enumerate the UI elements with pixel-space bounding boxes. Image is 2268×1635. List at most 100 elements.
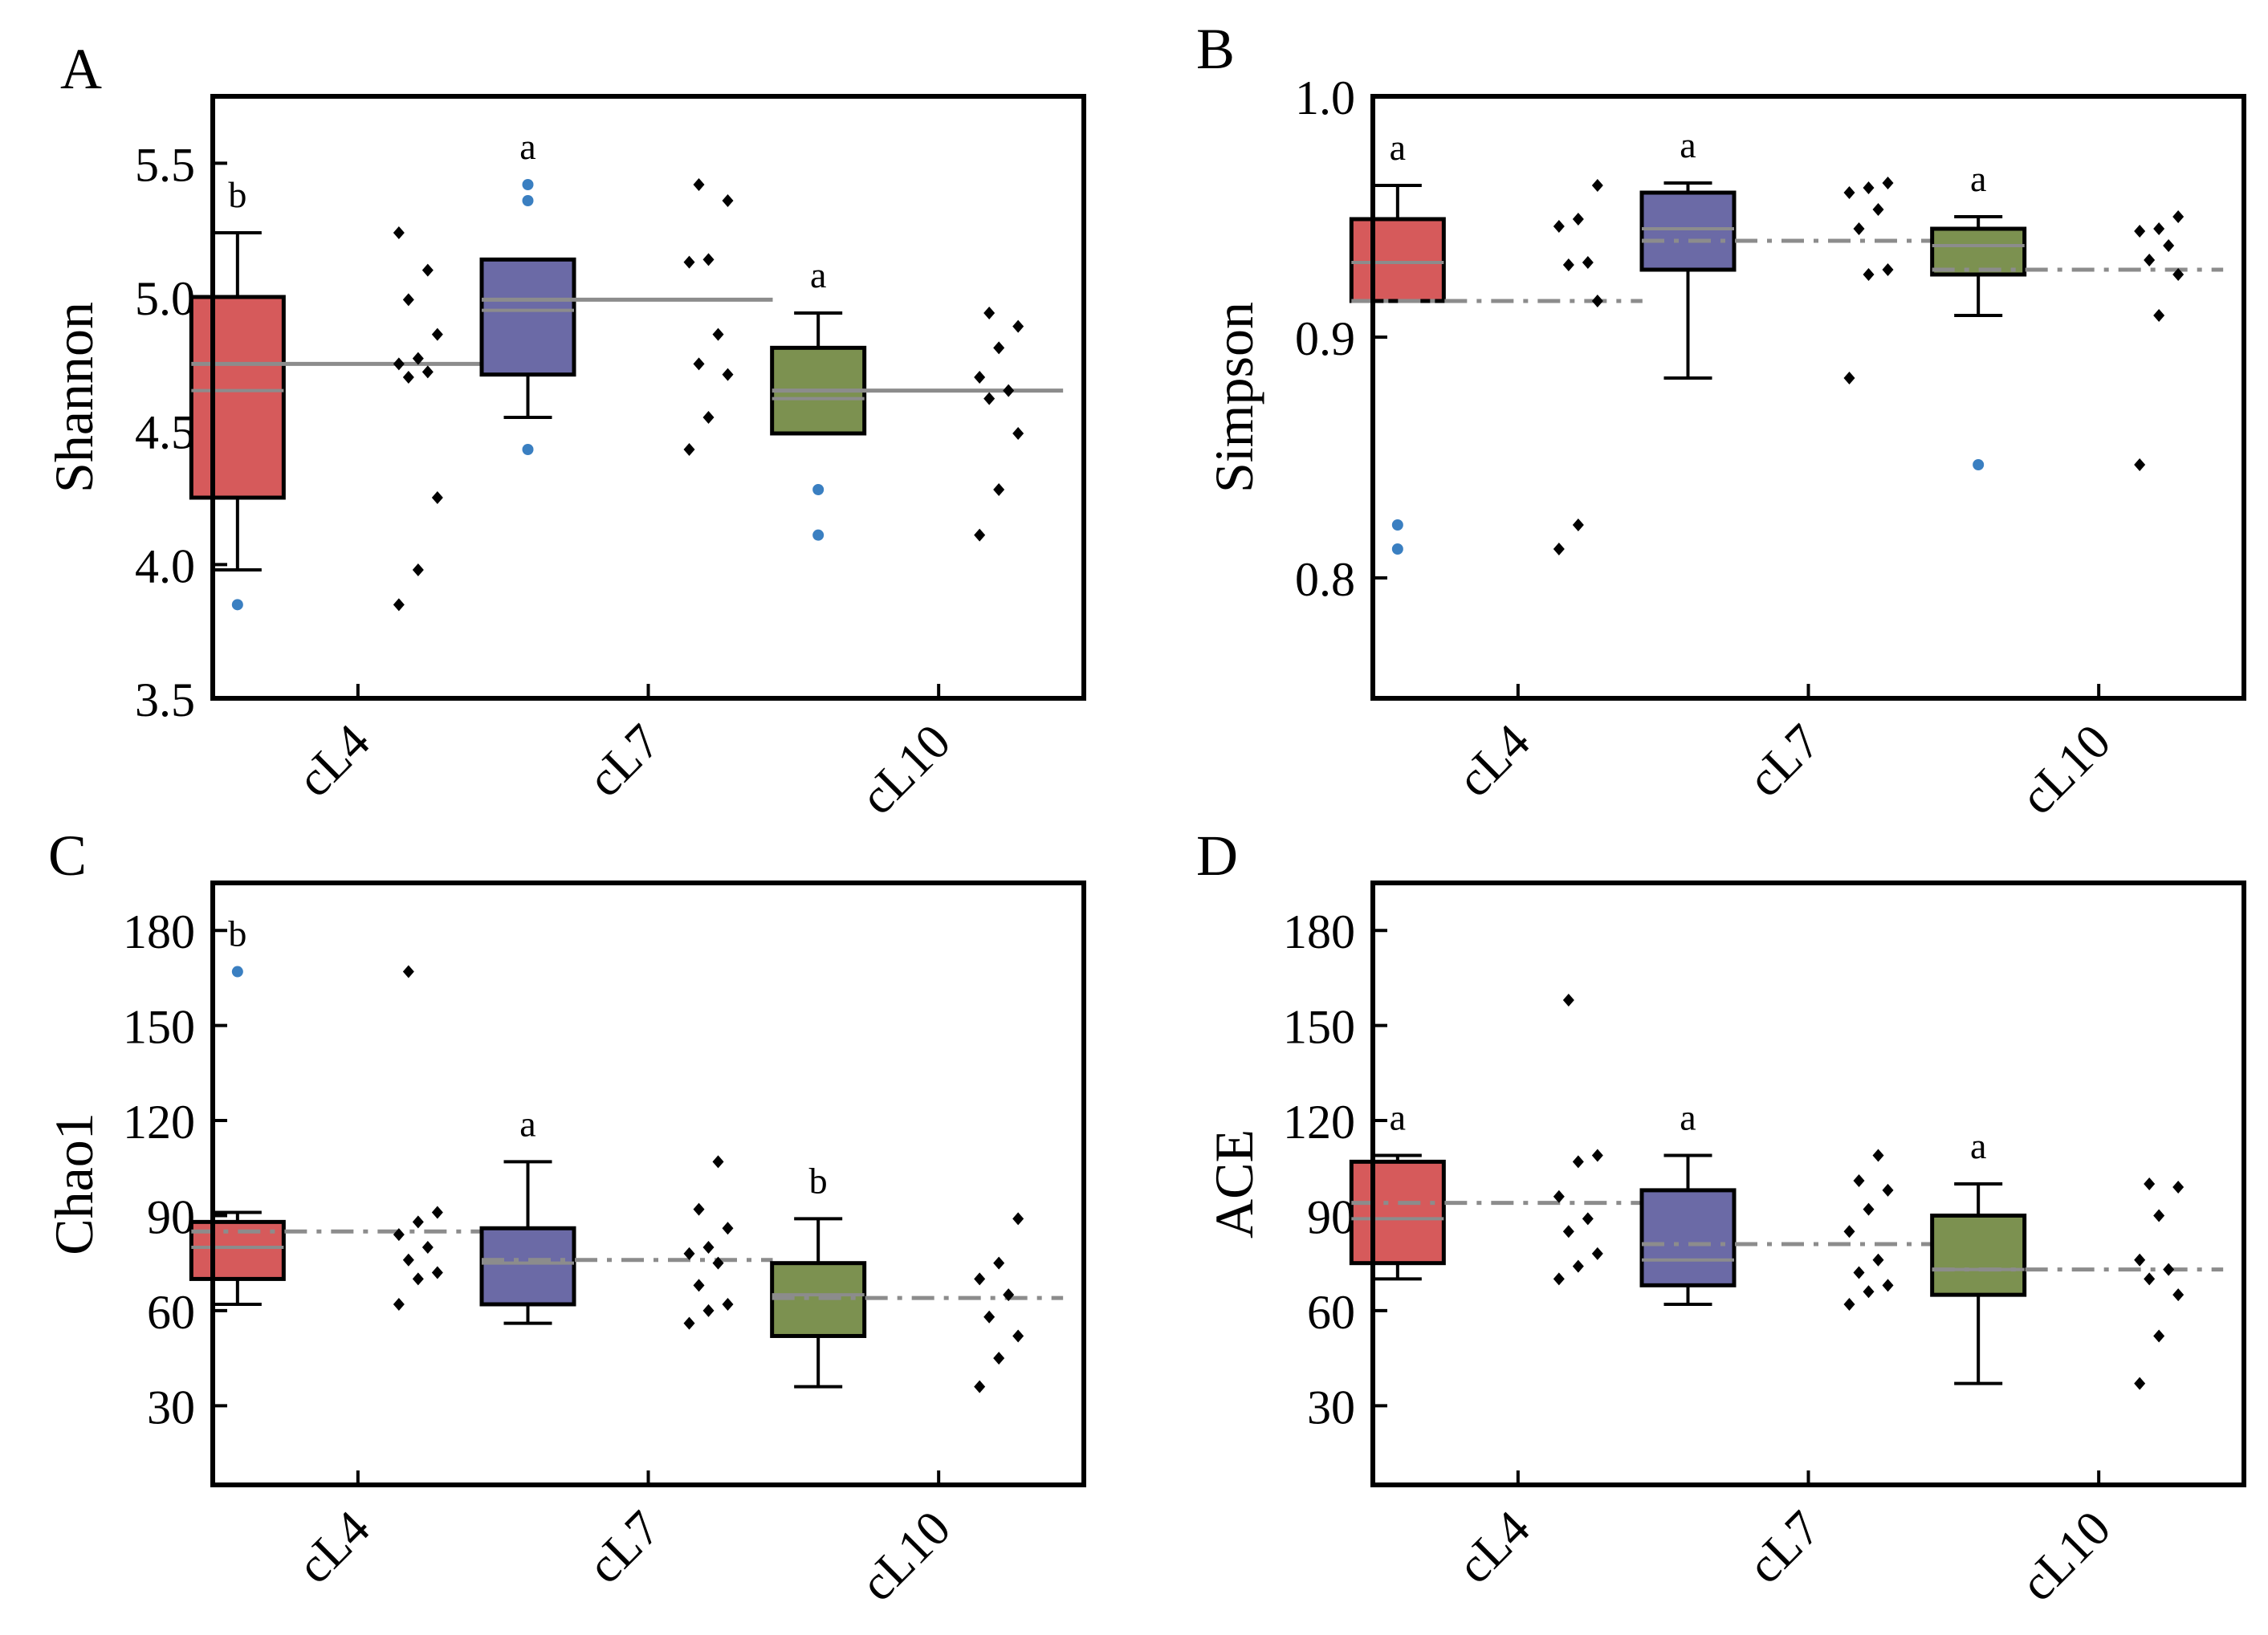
y-tick-label: 30	[147, 1381, 195, 1434]
data-point	[993, 341, 1005, 355]
y-tick-label: 120	[1283, 1096, 1355, 1149]
data-point	[1553, 1190, 1565, 1203]
data-point	[402, 371, 414, 384]
data-point	[722, 368, 734, 381]
box-cL4	[189, 295, 286, 500]
data-point	[1572, 1259, 1584, 1273]
x-tick-label: cL10	[2010, 1501, 2121, 1612]
data-point	[1582, 256, 1594, 269]
data-point	[1843, 186, 1855, 199]
data-point	[421, 365, 434, 379]
data-point	[1572, 519, 1584, 531]
data-point	[1012, 427, 1024, 440]
data-point	[393, 1228, 405, 1242]
x-tick-label: cL4	[1447, 1501, 1540, 1594]
group-cL4: b cL4	[189, 174, 483, 807]
data-point	[702, 411, 715, 424]
y-axis-label: Shannon	[43, 302, 104, 493]
y-tick-label: 4.5	[135, 406, 195, 459]
box-cL10	[1930, 226, 2027, 277]
data-point	[2172, 268, 2185, 281]
group-cL4: a cL4	[1349, 994, 1643, 1594]
y-tick-label: 90	[147, 1190, 195, 1243]
group-cL7: a cL7	[1639, 1096, 1933, 1594]
significance-letter: b	[228, 913, 246, 954]
data-point	[1872, 1149, 1884, 1162]
box-cL7	[479, 257, 576, 377]
group-cL4: b cL4	[189, 913, 483, 1594]
significance-letter: a	[810, 254, 826, 295]
y-tick-label: 0.8	[1295, 553, 1355, 606]
data-point	[974, 528, 986, 542]
y-axis-label: Simpson	[1203, 302, 1264, 493]
data-point	[1553, 1272, 1565, 1286]
data-point	[431, 327, 443, 341]
significance-letter: a	[1680, 124, 1696, 165]
data-point	[1003, 384, 1015, 397]
data-point	[693, 1279, 705, 1292]
outlier-point	[231, 599, 243, 611]
data-point	[1012, 319, 1024, 333]
data-point	[683, 255, 695, 269]
data-point	[1843, 1298, 1855, 1311]
data-point	[693, 357, 705, 371]
data-point	[974, 1380, 986, 1393]
x-tick-label: cL10	[2010, 714, 2121, 825]
box-cL10	[1930, 1213, 2027, 1297]
data-point	[2134, 1253, 2146, 1267]
plot-frame	[210, 94, 1086, 701]
data-point	[393, 357, 405, 371]
x-tick-label: cL7	[1737, 714, 1830, 807]
significance-letter: a	[1390, 127, 1406, 168]
y-tick-label: 5.5	[135, 138, 195, 191]
data-point	[402, 293, 414, 307]
data-point	[2144, 1177, 2156, 1190]
outlier-point	[812, 484, 825, 495]
data-point	[421, 1240, 434, 1254]
y-tick-label: 60	[1307, 1286, 1355, 1339]
data-point	[1012, 1212, 1024, 1226]
y-tick-label: 150	[123, 1001, 195, 1054]
plot-frame	[1370, 94, 2246, 701]
data-point	[2153, 309, 2165, 322]
significance-letter: a	[1680, 1096, 1696, 1137]
data-point	[402, 965, 414, 978]
group-cL7: a cL7	[1639, 124, 1933, 807]
data-point	[431, 1266, 443, 1279]
box-cL7	[1639, 190, 1737, 272]
data-point	[712, 1256, 724, 1270]
data-point	[412, 1272, 424, 1286]
data-point	[693, 178, 705, 191]
data-point	[1863, 1285, 1875, 1299]
x-tick-label: cL7	[577, 714, 670, 807]
outlier-point	[522, 179, 534, 190]
plot-frame	[1370, 881, 2246, 1487]
significance-letter: a	[519, 126, 535, 167]
data-point	[1872, 203, 1884, 216]
panel-letter: C	[48, 824, 87, 888]
data-point	[693, 1202, 705, 1216]
data-point	[702, 253, 715, 266]
box-cL7	[1639, 1188, 1737, 1287]
data-point	[722, 194, 734, 207]
data-point	[1853, 1174, 1865, 1188]
outlier-point	[812, 529, 825, 541]
panel-D: D ACE 30 60 90 120 150 180 a cL4 a cL7 a cL10	[1196, 824, 2246, 1612]
data-point	[2172, 1288, 2185, 1302]
data-point	[712, 1155, 724, 1169]
data-point	[2144, 1272, 2156, 1286]
y-tick-label: 1.0	[1295, 71, 1355, 124]
data-point	[421, 263, 434, 277]
group-cL10: b cL10	[770, 1160, 1064, 1612]
data-point	[2134, 225, 2146, 238]
data-point	[1863, 268, 1875, 281]
outlier-point	[1973, 459, 1985, 470]
y-tick-label: 150	[1283, 1001, 1355, 1054]
data-point	[1591, 295, 1603, 307]
data-point	[1882, 263, 1894, 276]
data-point	[974, 1272, 986, 1286]
outlier-point	[1391, 519, 1403, 531]
y-tick-label: 120	[123, 1096, 195, 1149]
y-axis-label: ACE	[1203, 1129, 1264, 1238]
data-point	[1853, 1266, 1865, 1279]
